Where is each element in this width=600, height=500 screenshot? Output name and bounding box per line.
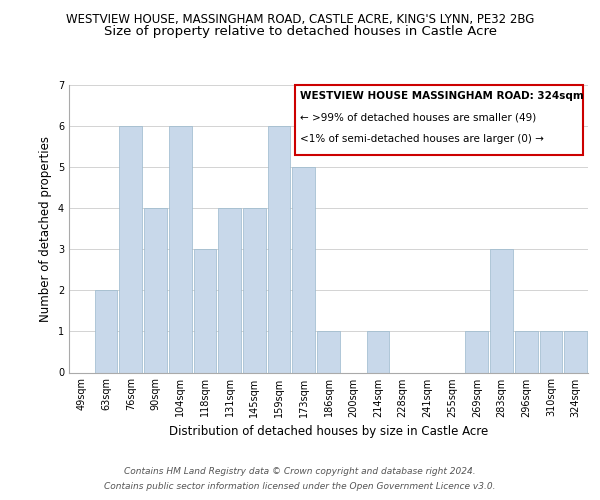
Bar — [194, 250, 216, 372]
Text: WESTVIEW HOUSE MASSINGHAM ROAD: 324sqm: WESTVIEW HOUSE MASSINGHAM ROAD: 324sqm — [300, 92, 584, 102]
Bar — [95, 290, 118, 372]
Text: Contains public sector information licensed under the Open Government Licence v3: Contains public sector information licen… — [104, 482, 496, 491]
Text: Size of property relative to detached houses in Castle Acre: Size of property relative to detached ho… — [104, 25, 497, 38]
X-axis label: Distribution of detached houses by size in Castle Acre: Distribution of detached houses by size … — [169, 425, 488, 438]
Bar — [564, 332, 587, 372]
Bar — [218, 208, 241, 372]
Y-axis label: Number of detached properties: Number of detached properties — [40, 136, 52, 322]
Bar — [490, 250, 513, 372]
Bar — [119, 126, 142, 372]
Bar — [169, 126, 191, 372]
Bar — [243, 208, 266, 372]
Bar — [466, 332, 488, 372]
Bar — [367, 332, 389, 372]
Bar — [144, 208, 167, 372]
FancyBboxPatch shape — [295, 85, 583, 156]
Text: <1% of semi-detached houses are larger (0) →: <1% of semi-detached houses are larger (… — [300, 134, 544, 144]
Bar — [539, 332, 562, 372]
Bar — [268, 126, 290, 372]
Text: Contains HM Land Registry data © Crown copyright and database right 2024.: Contains HM Land Registry data © Crown c… — [124, 467, 476, 476]
Text: WESTVIEW HOUSE, MASSINGHAM ROAD, CASTLE ACRE, KING'S LYNN, PE32 2BG: WESTVIEW HOUSE, MASSINGHAM ROAD, CASTLE … — [66, 12, 534, 26]
Bar — [292, 167, 315, 372]
Bar — [317, 332, 340, 372]
Bar — [515, 332, 538, 372]
Text: ← >99% of detached houses are smaller (49): ← >99% of detached houses are smaller (4… — [300, 113, 536, 123]
